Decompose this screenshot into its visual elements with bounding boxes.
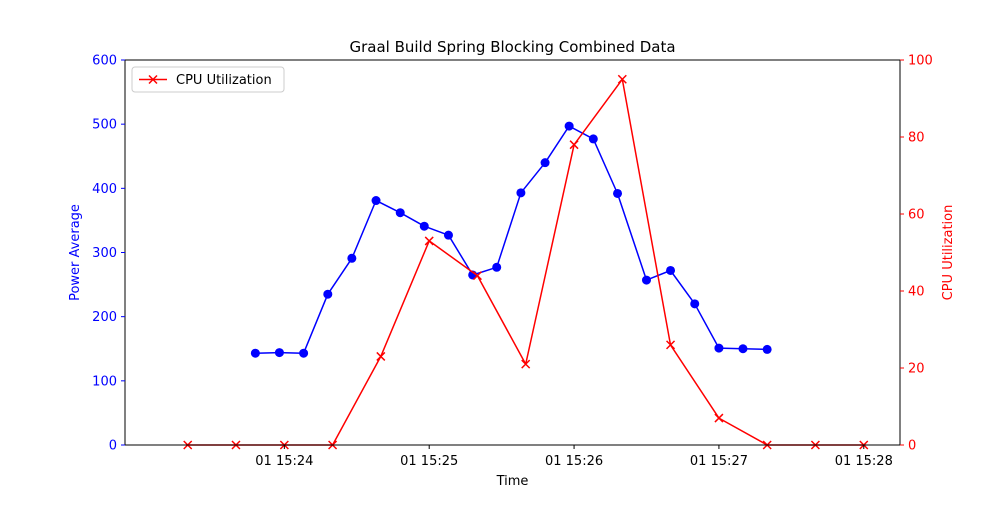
- y-left-tick-label: 300: [92, 246, 117, 261]
- legend: CPU Utilization: [131, 66, 285, 93]
- x-tick-label: 01 15:25: [400, 454, 458, 469]
- x-axis: 01 15:24 01 15:25 01 15:26 01 15:27 01 15:28: [255, 445, 893, 469]
- legend-box: [131, 66, 285, 93]
- power-average-point: [371, 196, 381, 206]
- cpu-utilization-point: [472, 271, 482, 281]
- cpu-utilization-point: [521, 359, 531, 369]
- y-right-tick-label: 40: [908, 285, 925, 300]
- cpu-utilization-point: [376, 351, 386, 361]
- cpu-utilization-point: [617, 74, 627, 84]
- power-average-point: [274, 348, 284, 358]
- y-axis-left-label: Power Average: [68, 204, 83, 301]
- plot-background: [125, 60, 900, 445]
- power-average-point: [641, 275, 651, 285]
- power-average-point: [395, 208, 405, 218]
- chart-title: Graal Build Spring Blocking Combined Dat…: [349, 38, 675, 56]
- y-right-tick-label: 60: [908, 208, 925, 223]
- power-average-point: [564, 121, 574, 131]
- cpu-utilization-point: [424, 236, 434, 246]
- power-average-point: [516, 188, 526, 198]
- power-average-point: [762, 344, 772, 354]
- y-left-tick-label: 600: [92, 54, 117, 69]
- power-average-point: [492, 262, 502, 272]
- y-axis-right-label: CPU Utilization: [941, 205, 956, 301]
- power-average-point: [299, 348, 309, 358]
- power-average-point: [738, 344, 748, 354]
- power-average-point: [443, 230, 453, 240]
- legend-marker-cpu: [148, 74, 158, 85]
- x-tick-label: 01 15:27: [690, 454, 748, 469]
- power-average-point: [714, 343, 724, 353]
- power-average-point: [419, 221, 429, 231]
- x-tick-label: 01 15:26: [545, 454, 603, 469]
- power-average-point: [250, 348, 260, 358]
- cpu-utilization-point: [714, 413, 724, 423]
- y-left-tick-label: 0: [109, 439, 117, 454]
- power-average-point: [666, 265, 676, 275]
- y-right-tick-label: 20: [908, 362, 925, 377]
- x-tick-label: 01 15:24: [255, 454, 313, 469]
- y-axis-right: 0 20 40 60 80 100: [900, 54, 933, 454]
- power-average-point: [613, 188, 623, 198]
- cpu-utilization-point: [666, 340, 676, 350]
- power-average-point: [540, 158, 550, 168]
- y-right-tick-label: 0: [908, 439, 916, 454]
- cpu-utilization-point: [569, 140, 579, 150]
- y-axis-left: 0 100 200 300 400 500 600: [92, 54, 125, 454]
- legend-label-cpu: CPU Utilization: [176, 73, 272, 88]
- power-average-point: [347, 253, 357, 263]
- y-right-tick-label: 100: [908, 54, 933, 69]
- power-average-point: [588, 134, 598, 144]
- x-tick-label: 01 15:28: [835, 454, 893, 469]
- y-right-tick-label: 80: [908, 131, 925, 146]
- power-average-point: [690, 299, 700, 309]
- y-left-tick-label: 100: [92, 374, 117, 389]
- x-axis-label: Time: [496, 474, 529, 489]
- y-left-tick-label: 400: [92, 182, 117, 197]
- y-left-tick-label: 200: [92, 310, 117, 325]
- power-average-line: [255, 125, 768, 354]
- power-average-point: [323, 289, 333, 299]
- y-left-tick-label: 500: [92, 118, 117, 133]
